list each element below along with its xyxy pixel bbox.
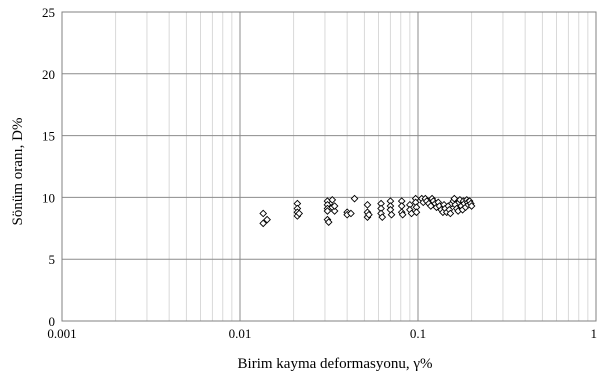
y-tick-label: 0 <box>49 314 56 329</box>
data-point <box>324 218 333 226</box>
plot-area-frame <box>61 11 597 322</box>
data-point <box>397 202 406 210</box>
y-axis-title: Sönüm oranı, D% <box>10 118 26 226</box>
data-point <box>259 209 268 218</box>
data-points <box>259 194 476 228</box>
data-point <box>323 207 332 215</box>
x-tick-label: 1 <box>591 326 598 341</box>
data-point <box>263 215 271 224</box>
y-tick-labels: 0 5 10 15 20 25 <box>42 5 55 329</box>
data-point <box>467 202 476 210</box>
y-tick-label: 15 <box>42 129 55 144</box>
y-tick-label: 20 <box>42 67 55 82</box>
x-tick-label: 0.01 <box>229 326 252 341</box>
data-point <box>412 208 421 217</box>
x-tick-label: 0.1 <box>410 326 426 341</box>
data-point <box>365 210 373 219</box>
data-point <box>328 196 337 204</box>
data-point <box>259 219 268 228</box>
data-point <box>350 194 359 203</box>
grid <box>61 11 597 322</box>
x-tick-labels: 0.001 0.01 0.1 1 <box>47 326 597 341</box>
data-point <box>363 200 372 209</box>
x-axis-title: Birim kayma deformasyonu, γ% <box>238 356 433 372</box>
y-tick-label: 10 <box>42 190 55 205</box>
data-point <box>330 207 339 215</box>
y-tick-label: 5 <box>49 252 56 267</box>
data-point <box>330 202 339 210</box>
data-point <box>398 210 407 219</box>
data-point <box>387 210 396 219</box>
data-point <box>347 209 355 218</box>
y-tick-label: 25 <box>42 5 55 20</box>
data-point <box>378 213 387 222</box>
x-tick-label: 0.001 <box>47 326 76 341</box>
data-point <box>450 194 459 203</box>
data-point <box>295 209 304 218</box>
data-point <box>446 209 455 218</box>
